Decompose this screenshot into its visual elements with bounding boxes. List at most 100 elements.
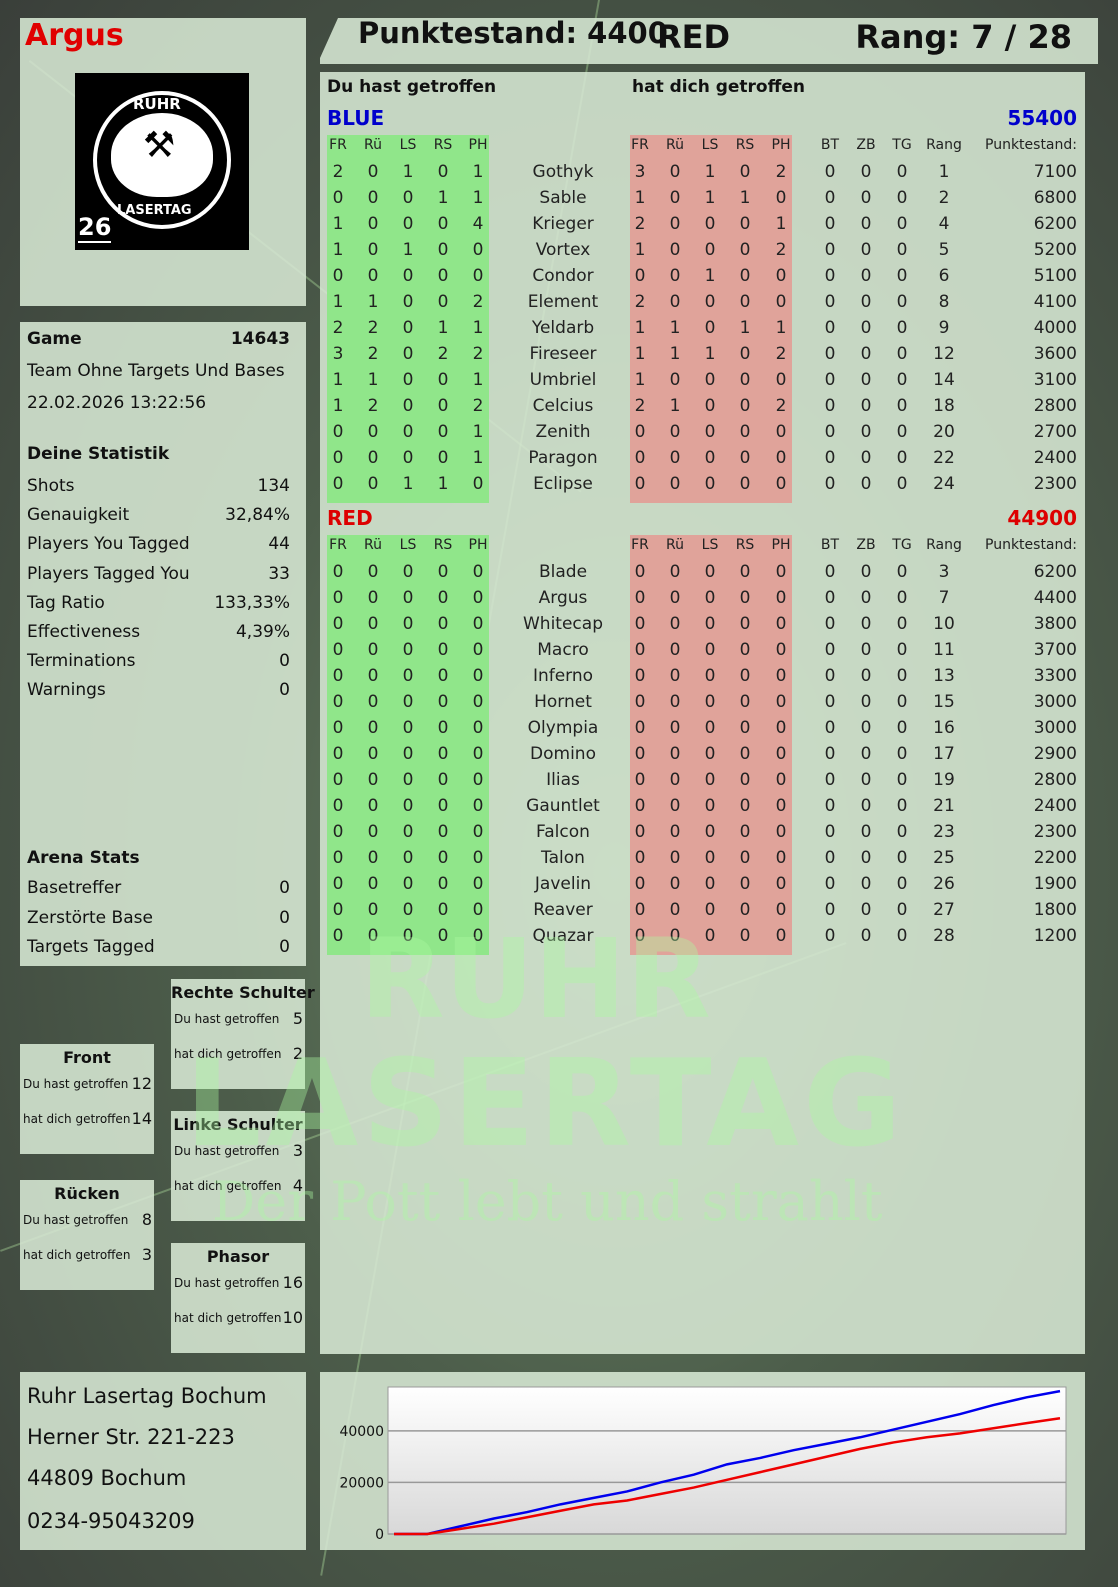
- hit-you-count: 3: [634, 162, 646, 182]
- you-hit-header: Du hast getroffen: [327, 77, 497, 97]
- hit-you-count: 0: [739, 692, 751, 712]
- player-bt: 0: [824, 214, 836, 234]
- player-rank: 5: [938, 240, 950, 260]
- column-header-row: FR FR Rü Rü LS LS RS RS PH PH BT ZB TG Rang Punktestan…: [320, 137, 1085, 163]
- you-hit-count: 0: [437, 266, 449, 286]
- hit-you-count: 0: [739, 666, 751, 686]
- player-score: 6800: [1033, 188, 1077, 208]
- you-hit-count: 1: [437, 188, 449, 208]
- player-zb: 0: [860, 796, 872, 816]
- you-hit-count: 1: [437, 474, 449, 494]
- you-hit-count: 0: [367, 822, 379, 842]
- player-row: 0 0 1 1 0 Eclipse 0 0 0 0 0 0 0 0 24 2300: [320, 474, 1085, 500]
- player-row: 1 0 0 0 4 Krieger 2 0 0 0 1 0 0 0 4 6200: [320, 214, 1085, 240]
- you-hit-count: 0: [437, 422, 449, 442]
- you-hit-count: 0: [402, 370, 414, 390]
- y-tick-label: 0: [375, 1527, 384, 1543]
- player-bt: 0: [824, 318, 836, 338]
- you-hit-count: 4: [472, 214, 484, 234]
- column-header: RS: [433, 537, 453, 553]
- player-tg: 0: [896, 562, 908, 582]
- player-tg: 0: [896, 448, 908, 468]
- hit-you-count: 0: [739, 422, 751, 442]
- hit-you-count: 0: [669, 214, 681, 234]
- rank-label: Rang: 7 / 28: [855, 18, 1072, 56]
- player-bt: 0: [824, 796, 836, 816]
- player-score: 2800: [1033, 770, 1077, 790]
- hitzone-hit-you-label: hat dich getroffen: [23, 1248, 131, 1262]
- player-name: Inferno: [532, 666, 594, 686]
- player-score: 5200: [1033, 240, 1077, 260]
- player-name: Zenith: [535, 422, 591, 442]
- player-rank: 3: [938, 562, 950, 582]
- you-hit-count: 0: [437, 926, 449, 946]
- hit-you-count: 0: [634, 266, 646, 286]
- player-tg: 0: [896, 588, 908, 608]
- hit-you-count: 0: [669, 240, 681, 260]
- you-hit-count: 0: [437, 718, 449, 738]
- hit-you-count: 0: [704, 562, 716, 582]
- hit-you-count: 1: [704, 188, 716, 208]
- you-hit-count: 0: [402, 666, 414, 686]
- hit-you-count: 0: [669, 422, 681, 442]
- scoreboard-panel: Du hast getroffen hat dich getroffen BLU…: [320, 72, 1085, 1354]
- column-header: PH: [771, 137, 791, 153]
- hitzone-hit-you-value: 2: [292, 1044, 303, 1063]
- player-tg: 0: [896, 926, 908, 946]
- you-hit-count: 0: [472, 266, 484, 286]
- player-bt: 0: [824, 718, 836, 738]
- player-row: 0 0 0 0 0 Argus 0 0 0 0 0 0 0 0 7 4400: [320, 588, 1085, 614]
- player-row: 0 0 0 0 1 Zenith 0 0 0 0 0 0 0 0 20 2700: [320, 422, 1085, 448]
- you-hit-count: 0: [472, 666, 484, 686]
- player-rank: 22: [933, 448, 955, 468]
- hit-you-count: 0: [739, 640, 751, 660]
- you-hit-count: 1: [367, 370, 379, 390]
- hit-you-count: 0: [669, 162, 681, 182]
- player-rank: 26: [933, 874, 955, 894]
- player-tg: 0: [896, 422, 908, 442]
- you-hit-count: 0: [367, 448, 379, 468]
- you-hit-count: 1: [472, 318, 484, 338]
- hit-you-count: 0: [775, 796, 787, 816]
- player-zb: 0: [860, 562, 872, 582]
- stat-value: 44: [268, 534, 290, 555]
- player-tg: 0: [896, 770, 908, 790]
- player-zb: 0: [860, 474, 872, 494]
- player-zb: 0: [860, 874, 872, 894]
- you-hit-count: 1: [402, 474, 414, 494]
- you-hit-count: 0: [437, 292, 449, 312]
- column-header: Rü: [364, 537, 382, 553]
- player-bt: 0: [824, 162, 836, 182]
- player-rank: 9: [938, 318, 950, 338]
- column-header: Rang: [926, 137, 962, 153]
- you-hit-count: 0: [437, 900, 449, 920]
- hit-you-count: 0: [669, 770, 681, 790]
- hitzone-you-hit-label: Du hast getroffen: [23, 1213, 129, 1227]
- hit-you-count: 0: [669, 266, 681, 286]
- you-hit-count: 0: [437, 562, 449, 582]
- player-row: 0 0 0 1 1 Sable 1 0 1 1 0 0 0 0 2 6800: [320, 188, 1085, 214]
- column-header: ZB: [856, 137, 876, 153]
- player-tg: 0: [896, 344, 908, 364]
- hit-you-count: 1: [669, 344, 681, 364]
- hit-you-count: 0: [775, 666, 787, 686]
- arena-title: Arena Stats: [27, 848, 140, 868]
- hit-you-count: 0: [704, 396, 716, 416]
- player-bt: 0: [824, 640, 836, 660]
- hit-you-count: 0: [704, 370, 716, 390]
- hit-you-count: 0: [634, 900, 646, 920]
- player-rank: 25: [933, 848, 955, 868]
- column-header: RS: [433, 137, 453, 153]
- hit-you-count: 0: [739, 214, 751, 234]
- you-hit-count: 0: [437, 848, 449, 868]
- you-hit-count: 0: [332, 188, 344, 208]
- you-hit-count: 0: [472, 588, 484, 608]
- player-rank: 24: [933, 474, 955, 494]
- hit-you-count: 0: [634, 874, 646, 894]
- you-hit-count: 0: [332, 744, 344, 764]
- player-rank: 2: [938, 188, 950, 208]
- column-header: PH: [468, 137, 488, 153]
- player-row: 2 2 0 1 1 Yeldarb 1 1 0 1 1 0 0 0 9 4000: [320, 318, 1085, 344]
- you-hit-count: 0: [402, 422, 414, 442]
- player-name: Vortex: [535, 240, 591, 260]
